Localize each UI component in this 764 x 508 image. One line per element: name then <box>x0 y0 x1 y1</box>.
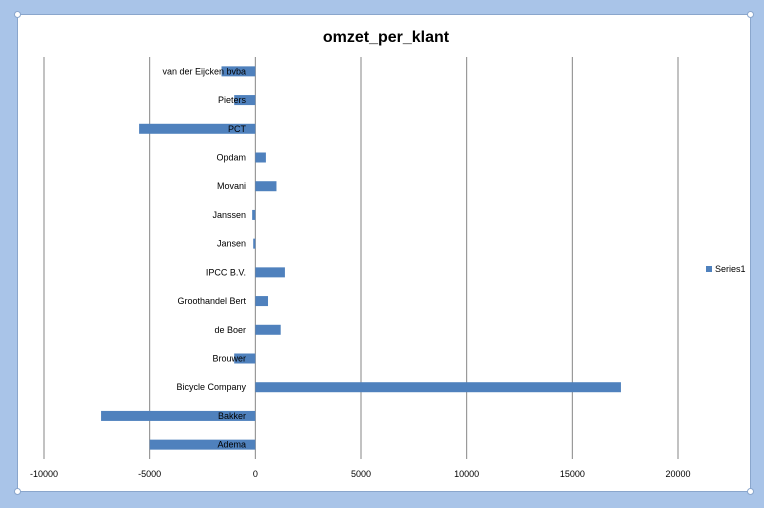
category-label: Brouwer <box>212 354 246 364</box>
x-axis-tick-labels: -10000 -5000 0 5000 10000 15000 20000 <box>30 469 691 479</box>
category-label: van der Eijcken bvba <box>162 66 246 76</box>
category-label: Opdam <box>216 153 246 163</box>
resize-handle-top-right[interactable] <box>747 11 754 18</box>
category-label: Groothandel Bert <box>177 296 246 306</box>
chart-area[interactable]: omzet_per_klant van der Eijcken bvba Piet… <box>14 11 754 495</box>
x-tick-label: 10000 <box>454 469 479 479</box>
category-label: Bicycle Company <box>176 382 246 392</box>
category-label: Adema <box>217 440 246 450</box>
category-label: IPCC B.V. <box>206 267 246 277</box>
x-tick-label: 5000 <box>351 469 371 479</box>
chart-title: omzet_per_klant <box>323 29 450 46</box>
bar <box>149 439 256 450</box>
bar <box>255 382 621 393</box>
bar <box>234 95 256 106</box>
category-label: Movani <box>217 181 246 191</box>
bars <box>101 66 621 450</box>
category-labels: van der Eijcken bvba Pieters PCT Opdam Movan… <box>162 66 246 449</box>
bar <box>255 296 269 307</box>
x-tick-label: -10000 <box>30 469 58 479</box>
bar-chart: omzet_per_klant van der Eijcken bvba Piet… <box>30 29 746 479</box>
legend-swatch-series1 <box>706 266 712 272</box>
bar <box>101 410 256 421</box>
bar <box>234 353 256 364</box>
resize-handle-bottom-right[interactable] <box>747 488 754 495</box>
category-label: Pieters <box>218 95 247 105</box>
bar <box>255 152 266 163</box>
category-label: PCT <box>228 124 247 134</box>
bar <box>255 267 285 278</box>
legend-label-series1: Series1 <box>715 264 746 274</box>
x-tick-label: 15000 <box>560 469 585 479</box>
bar <box>253 238 256 249</box>
x-tick-label: -5000 <box>138 469 161 479</box>
category-label: de Boer <box>214 325 246 335</box>
bar <box>221 66 256 77</box>
category-label: Bakker <box>218 411 246 421</box>
bar <box>139 123 256 134</box>
x-tick-label: 0 <box>253 469 258 479</box>
resize-handle-top-left[interactable] <box>14 11 21 18</box>
gridlines <box>43 57 679 459</box>
bar <box>255 324 281 335</box>
category-label: Jansen <box>217 239 246 249</box>
bar <box>252 209 256 220</box>
resize-handle-bottom-left[interactable] <box>14 488 21 495</box>
category-label: Janssen <box>212 210 246 220</box>
bar <box>255 181 277 192</box>
legend: Series1 <box>706 264 746 274</box>
x-tick-label: 20000 <box>665 469 690 479</box>
